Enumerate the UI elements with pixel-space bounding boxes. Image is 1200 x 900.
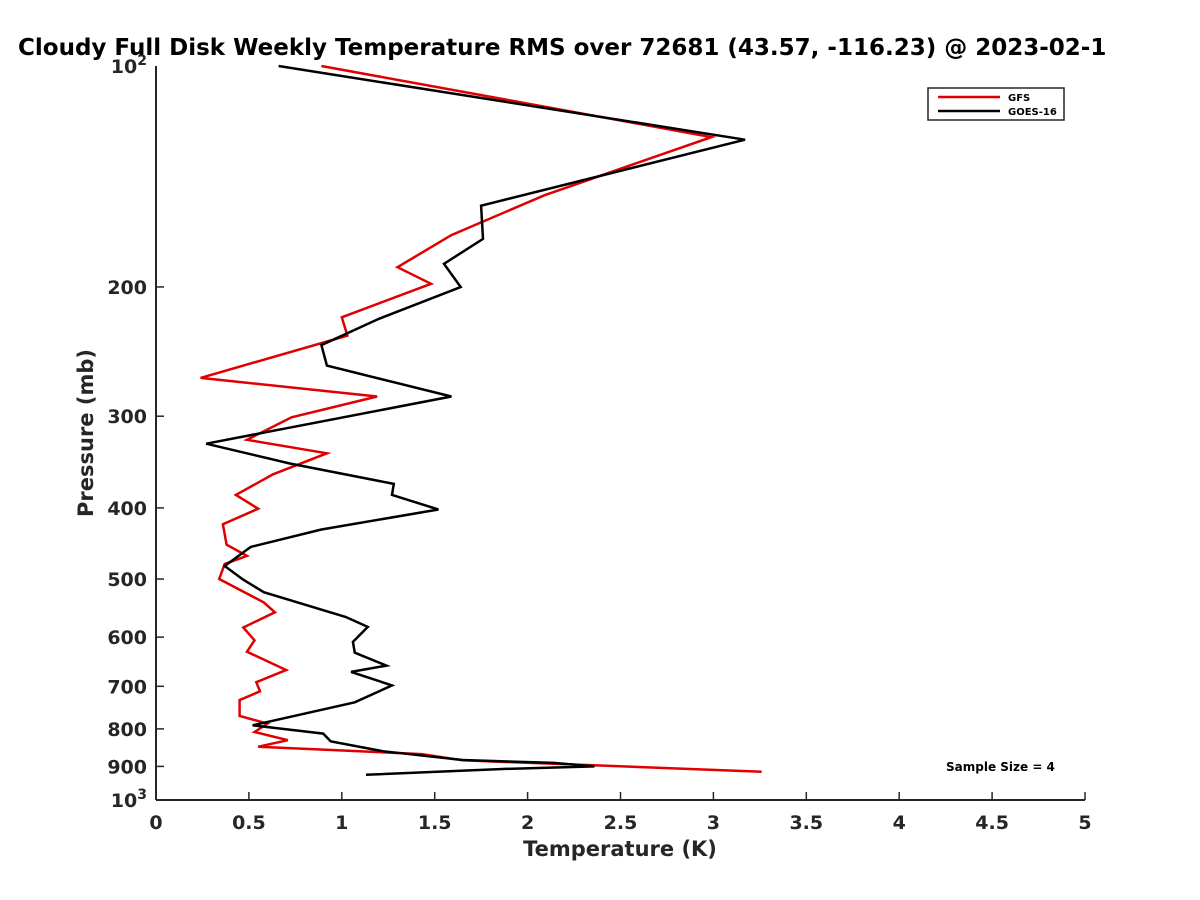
legend: GFS GOES-16 <box>927 87 1065 121</box>
y-tick-label: 800 <box>107 719 147 741</box>
legend-label-gfs: GFS <box>1008 93 1030 104</box>
x-tick-label: 4 <box>893 812 906 834</box>
x-tick-label: 4.5 <box>975 812 1009 834</box>
y-tick-label: 103 <box>111 787 147 812</box>
series-layer <box>200 64 762 777</box>
x-ticks: 0 0.5 1 1.5 2 2.5 3 3.5 4 4.5 5 <box>149 792 1092 834</box>
chart-title: Cloudy Full Disk Weekly Temperature RMS … <box>18 35 1106 61</box>
x-tick-label: 0 <box>149 812 162 834</box>
x-tick-label: 0.5 <box>232 812 266 834</box>
y-tick-label: 400 <box>107 498 147 520</box>
x-tick-label: 3 <box>707 812 720 834</box>
y-tick-label: 600 <box>107 627 147 649</box>
series-line-goes-16 <box>205 64 746 777</box>
legend-label-goes-16: GOES-16 <box>1008 107 1057 118</box>
y-tick-label: 900 <box>107 756 147 778</box>
y-ticks: 102 200 300 400 500 600 700 800 900 103 <box>107 53 164 812</box>
x-tick-label: 1.5 <box>418 812 452 834</box>
y-tick-label: 200 <box>107 277 147 299</box>
legend-box <box>927 87 1065 121</box>
series-line-gfs <box>200 64 762 773</box>
sample-size-annotation: Sample Size = 4 <box>946 760 1055 774</box>
x-tick-label: 5 <box>1078 812 1091 834</box>
x-tick-label: 2 <box>521 812 534 834</box>
y-axis-label: Pressure (mb) <box>74 349 98 517</box>
x-tick-label: 1 <box>335 812 348 834</box>
x-axis-label: Temperature (K) <box>523 837 717 861</box>
y-tick-label: 700 <box>107 676 147 698</box>
y-tick-label: 102 <box>111 53 147 78</box>
x-tick-label: 2.5 <box>604 812 638 834</box>
y-tick-label: 300 <box>107 406 147 428</box>
x-tick-label: 3.5 <box>789 812 823 834</box>
y-tick-label: 500 <box>107 569 147 591</box>
